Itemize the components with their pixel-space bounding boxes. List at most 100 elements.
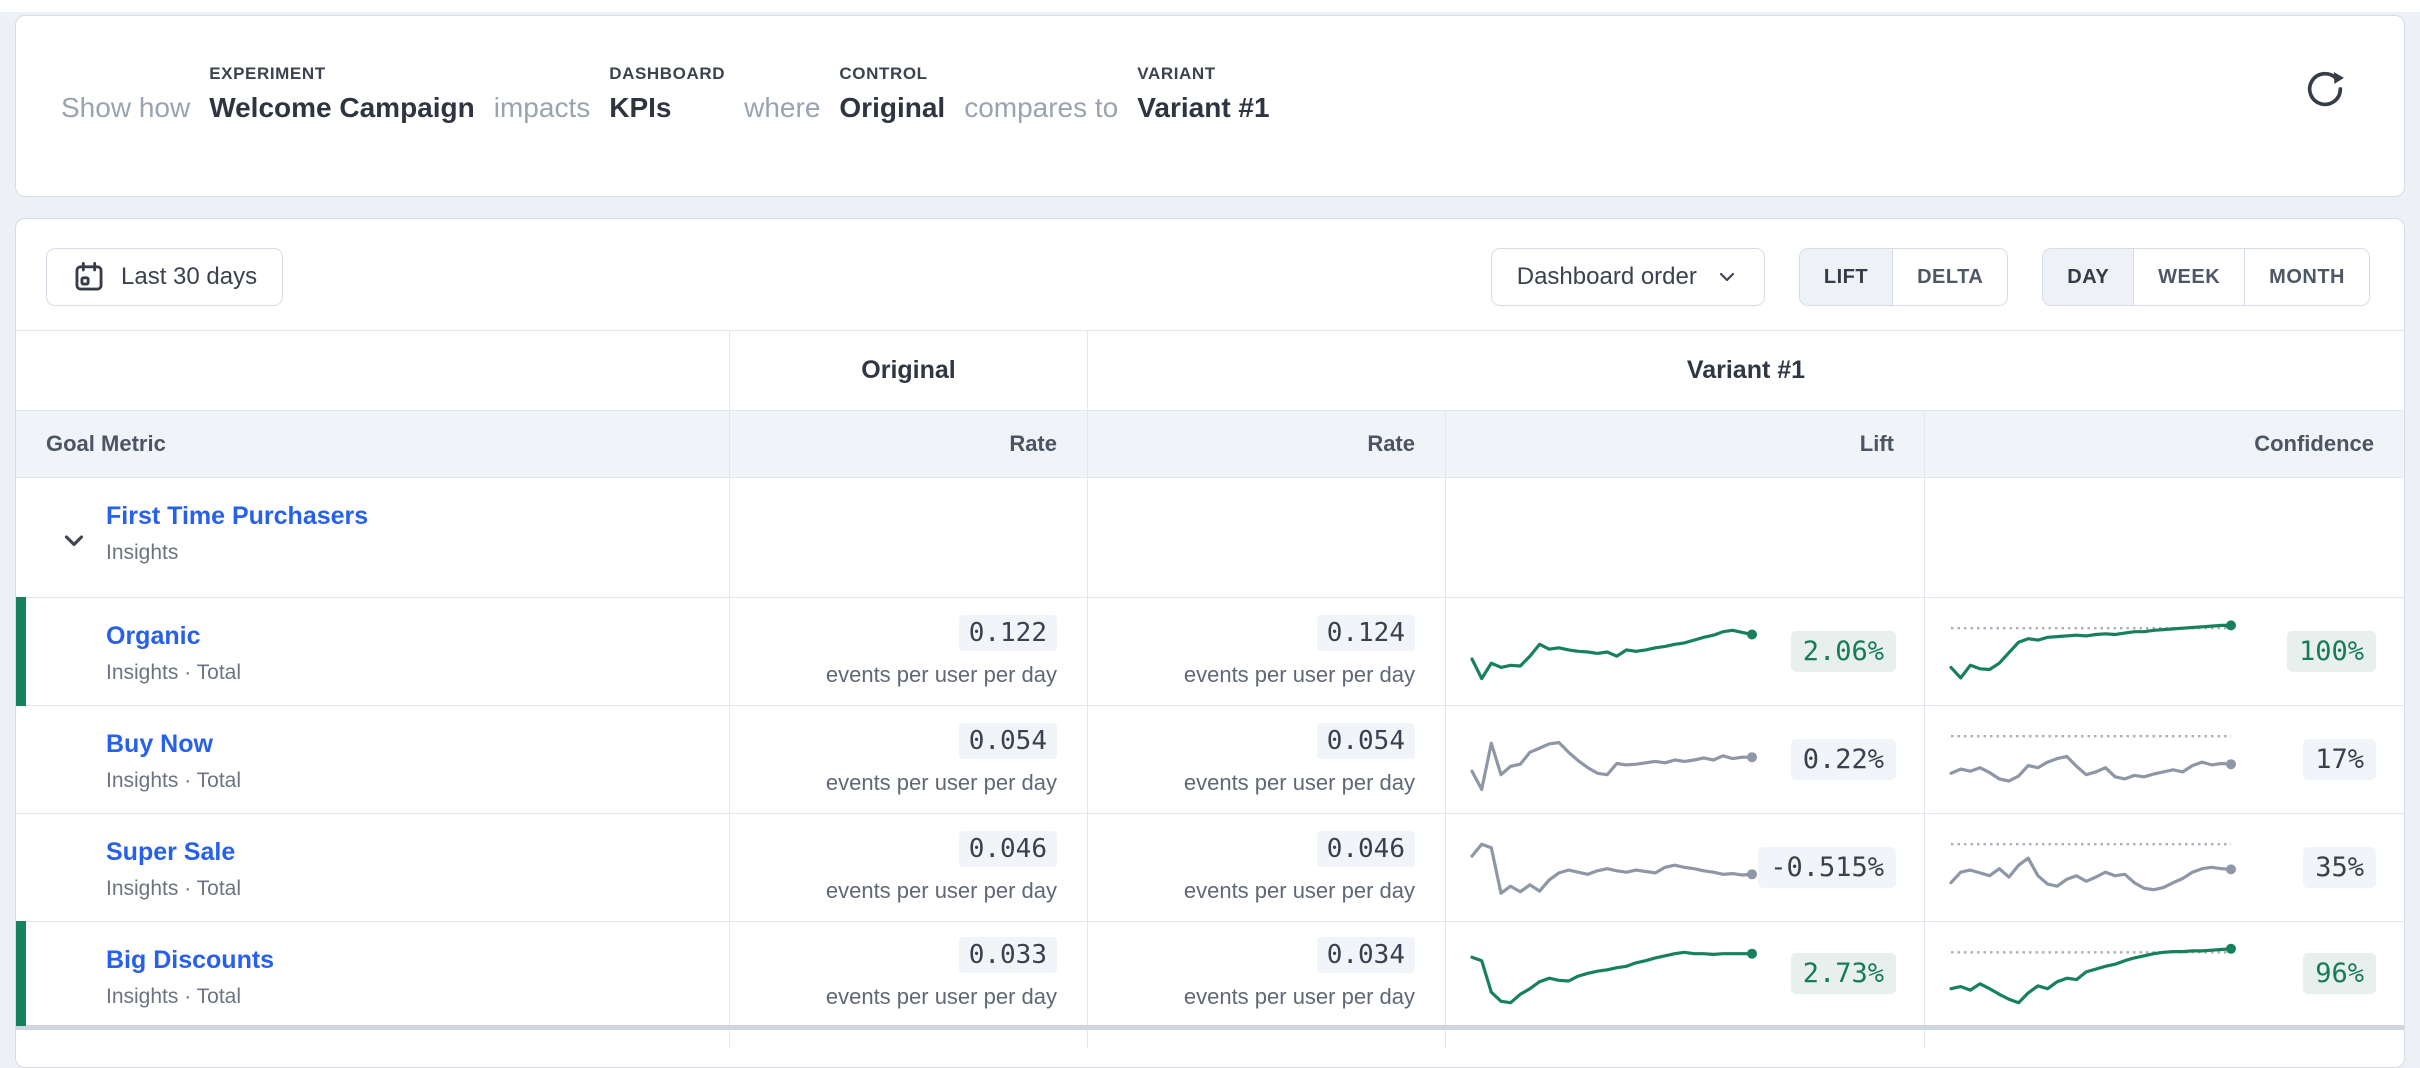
variant-value[interactable]: Variant #1 — [1137, 92, 1270, 123]
original-rate-value: 0.046 — [958, 831, 1057, 867]
lift-sparkline — [1470, 948, 1757, 1004]
variant-label: VARIANT — [1137, 64, 1216, 83]
sentence-prefix: Show how — [61, 92, 191, 123]
dashboard-selector[interactable]: DASHBOARD KPIs — [609, 64, 725, 124]
confidence-value: 100% — [2286, 631, 2376, 672]
experiment-selector[interactable]: EXPERIMENT Welcome Campaign — [209, 64, 475, 124]
original-rate-cell: 0.046 events per user per day — [729, 814, 1087, 921]
refresh-icon — [2307, 71, 2344, 107]
sentence-compares: compares to — [964, 92, 1119, 123]
goal-metric-column-header: Goal Metric — [46, 431, 166, 456]
dashboard-order-label: Dashboard order — [1516, 263, 1697, 290]
variant-rate-value: 0.034 — [1316, 937, 1415, 973]
variant-rate-value: 0.054 — [1316, 723, 1415, 759]
original-rate-value: 0.122 — [958, 615, 1057, 651]
lift-cell: 2.73% — [1445, 922, 1924, 1025]
variant-selector[interactable]: VARIANT Variant #1 — [1137, 64, 1269, 124]
original-rate-cell: 0.033 events per user per day — [729, 922, 1087, 1025]
dashboard-panel: Last 30 days Dashboard order LIFT DELTA … — [15, 218, 2405, 1068]
control-label: CONTROL — [839, 64, 928, 83]
metric-cell: Buy Now Insights · Total — [16, 706, 729, 813]
rate-unit: events per user per day — [825, 770, 1057, 795]
confidence-value: 35% — [2303, 847, 2376, 888]
confidence-sparkline — [1949, 943, 2236, 1004]
group-metric-cell: First Time Purchasers Insights — [16, 478, 729, 597]
lift-cell: -0.515% — [1445, 814, 1924, 921]
lift-toggle-button[interactable]: LIFT — [1799, 249, 1893, 305]
variant-rate-cell: 0.046 events per user per day — [1087, 814, 1445, 921]
collapse-group-button[interactable] — [56, 522, 92, 558]
confidence-sparkline — [1949, 619, 2236, 680]
confidence-value: 96% — [2303, 953, 2376, 994]
page-top-strip — [0, 0, 2420, 12]
metric-link[interactable]: Buy Now — [106, 730, 213, 758]
lift-value: 0.22% — [1790, 739, 1896, 780]
metric-link[interactable]: Organic — [106, 622, 201, 650]
metric-cell: Super Sale Insights · Total — [16, 814, 729, 921]
lift-sparkline — [1470, 842, 1757, 895]
rate-unit: events per user per day — [1183, 662, 1415, 687]
dashboard-value[interactable]: KPIs — [609, 92, 672, 123]
confidence-sparkline — [1949, 734, 2236, 783]
rate-unit: events per user per day — [825, 878, 1057, 903]
original-rate-value: 0.033 — [958, 937, 1057, 973]
experiment-label: EXPERIMENT — [209, 64, 326, 83]
original-rate-value: 0.054 — [958, 723, 1057, 759]
rate-unit: events per user per day — [1183, 984, 1415, 1009]
dashboard-label: DASHBOARD — [609, 64, 726, 83]
variant-rate-cell: 0.124 events per user per day — [1087, 598, 1445, 705]
confidence-cell: 17% — [1924, 706, 2404, 813]
table-row-buy-now: Buy Now Insights · Total 0.054 events pe… — [16, 706, 2404, 814]
kpi-table: Original Variant #1 Goal Metric Rate Rat… — [16, 330, 2404, 1048]
dashboard-order-dropdown[interactable]: Dashboard order — [1490, 248, 1765, 306]
date-range-button[interactable]: Last 30 days — [46, 248, 284, 306]
column-header-row: Goal Metric Rate Rate Lift Confidence — [16, 411, 2404, 478]
lift-sparkline — [1470, 740, 1757, 791]
metric-link[interactable]: Big Discounts — [106, 946, 275, 974]
month-toggle-button[interactable]: MONTH — [2244, 249, 2369, 305]
toolbar: Last 30 days Dashboard order LIFT DELTA … — [16, 219, 2404, 306]
variant-rate-column-header: Rate — [1087, 411, 1445, 477]
metric-subtitle: Insights · Total — [106, 985, 242, 1008]
metric-subtitle: Insights · Total — [106, 877, 242, 900]
original-rate-cell: 0.054 events per user per day — [729, 706, 1087, 813]
lift-cell: 2.06% — [1445, 598, 1924, 705]
experiment-value[interactable]: Welcome Campaign — [209, 92, 475, 123]
rate-unit: events per user per day — [1183, 878, 1415, 903]
confidence-cell: 35% — [1924, 814, 2404, 921]
control-value[interactable]: Original — [839, 92, 946, 123]
experiment-sentence: Show how EXPERIMENT Welcome Campaign imp… — [61, 64, 1270, 124]
confidence-sparkline — [1949, 842, 2236, 891]
group-row-first-time-purchasers: First Time Purchasers Insights — [16, 478, 2404, 598]
table-row-organic: Organic Insights · Total 0.122 events pe… — [16, 597, 2404, 706]
confidence-cell: 100% — [1924, 598, 2404, 705]
control-selector[interactable]: CONTROL Original — [839, 64, 945, 124]
lift-sparkline — [1470, 628, 1757, 680]
mode-toggle: LIFT DELTA — [1798, 248, 2009, 306]
chevron-down-icon — [64, 535, 84, 547]
lift-column-header: Lift — [1445, 411, 1924, 477]
confidence-column-header: Confidence — [1924, 411, 2404, 477]
variant-header-row: Original Variant #1 — [16, 331, 2404, 411]
chevron-down-icon — [1719, 272, 1734, 282]
date-range-label: Last 30 days — [121, 263, 258, 290]
metric-link[interactable]: First Time Purchasers — [106, 502, 369, 530]
sentence-where: where — [744, 92, 821, 123]
refresh-button[interactable] — [2302, 66, 2348, 112]
partial-row — [16, 1030, 2404, 1048]
empty-header-cell — [16, 331, 729, 410]
day-toggle-button[interactable]: DAY — [2043, 249, 2134, 305]
table-row-big-discounts: Big Discounts Insights · Total 0.033 eve… — [16, 921, 2404, 1030]
sentence-impacts: impacts — [493, 92, 591, 123]
delta-toggle-button[interactable]: DELTA — [1892, 249, 2008, 305]
variant-header: Variant #1 — [1087, 331, 2404, 410]
metric-link[interactable]: Super Sale — [106, 838, 236, 866]
metric-cell: Organic Insights · Total — [16, 598, 729, 705]
control-header: Original — [729, 331, 1087, 410]
lift-cell: 0.22% — [1445, 706, 1924, 813]
control-rate-column-header: Rate — [729, 411, 1087, 477]
metric-cell: Big Discounts Insights · Total — [16, 922, 729, 1025]
metric-subtitle: Insights — [106, 541, 179, 564]
week-toggle-button[interactable]: WEEK — [2133, 249, 2245, 305]
original-rate-cell: 0.122 events per user per day — [729, 598, 1087, 705]
